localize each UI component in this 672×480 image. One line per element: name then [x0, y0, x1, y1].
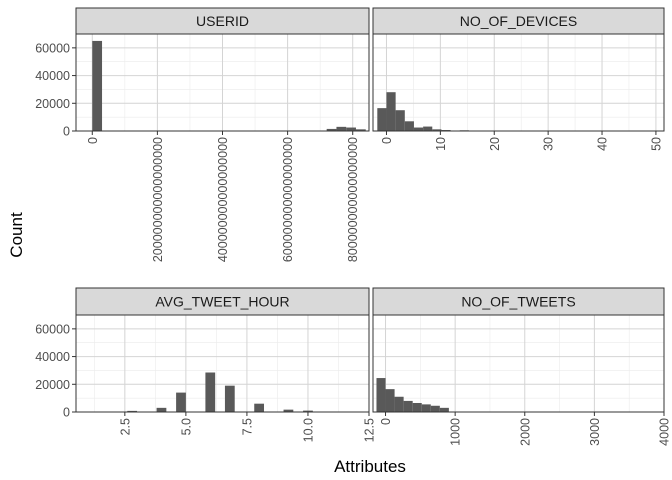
facet-strip [75, 287, 370, 316]
y-tick-label: 20000 [35, 378, 70, 392]
facet-strip-label: NO_OF_DEVICES [460, 13, 577, 29]
x-tick-label: 0 [86, 137, 100, 144]
x-tick-label: 800000000000000000 [346, 137, 360, 262]
histogram-bar [394, 396, 404, 412]
x-tick-label: 2000 [518, 418, 532, 446]
panel-border [372, 33, 665, 132]
histogram-bar [413, 127, 424, 131]
histogram-bar [432, 129, 442, 131]
facet-strip [372, 7, 665, 35]
x-tick-label: 20 [488, 137, 502, 151]
panel-border [75, 314, 370, 413]
histogram-bar [404, 121, 414, 131]
histogram-bar [412, 402, 422, 412]
histogram-bar [205, 372, 216, 412]
histogram-bar [386, 92, 396, 131]
histogram-bar [423, 126, 433, 131]
x-tick-label: 2.5 [118, 418, 132, 435]
histogram-bar [376, 378, 386, 412]
facet-panel: AVG_TWEET_HOUR 2.5 5.0 7.5 10.0 12.5 0 20000 400… [35, 287, 377, 442]
x-axis-title: Attributes [334, 457, 406, 476]
y-tick-label: 60000 [35, 41, 70, 55]
x-tick-label: 10 [434, 137, 448, 151]
histogram-bar [377, 108, 387, 131]
histogram-bar [403, 400, 413, 412]
histogram-bar [283, 409, 294, 412]
x-tick-label: 4000 [658, 418, 672, 446]
x-tick-label: 3000 [588, 418, 602, 446]
histogram-bar [326, 128, 337, 131]
y-tick-label: 20000 [35, 97, 70, 111]
facet-strip [75, 7, 370, 35]
panel-border [372, 314, 665, 413]
y-axis-title: Count [7, 212, 26, 258]
histogram-bar [224, 385, 235, 412]
facet-strip-label: USERID [196, 13, 249, 29]
x-tick-label: 200000000000000000 [151, 137, 165, 262]
facet-panel: NO_OF_TWEETS 0 1000 2000 3000 4000 [372, 287, 672, 446]
facet-strip-label: AVG_TWEET_HOUR [155, 294, 289, 310]
x-tick-label: 7.5 [240, 418, 254, 435]
histogram-bar [346, 127, 356, 131]
y-tick-label: 40000 [35, 350, 70, 364]
histogram-bar [385, 389, 395, 412]
x-tick-label: 1000 [449, 418, 463, 446]
histogram-bar [395, 110, 405, 131]
histogram-bar [254, 403, 265, 412]
panel-background [373, 315, 664, 412]
facet-panel: USERID 0 200000000000000000 400000000000000… [35, 7, 370, 262]
panel-background [76, 315, 369, 412]
x-tick-label: 0 [380, 137, 394, 144]
facet-panel: NO_OF_DEVICES 0 10 20 30 40 50 [372, 7, 665, 151]
y-tick-label: 40000 [35, 69, 70, 83]
facet-strip-label: NO_OF_TWEETS [461, 294, 575, 310]
x-tick-label: 30 [542, 137, 556, 151]
x-tick-label: 40 [596, 137, 610, 151]
x-tick-label: 12.5 [363, 418, 377, 442]
histogram-bar [92, 40, 103, 131]
panel-background [373, 34, 664, 131]
histogram-bar [127, 410, 138, 412]
y-tick-label: 60000 [35, 322, 70, 336]
histogram-bar [439, 407, 449, 412]
facet-strip [372, 287, 665, 316]
histogram-bar [336, 126, 347, 131]
y-tick-label: 0 [63, 406, 70, 420]
histogram-bar [156, 407, 167, 412]
x-tick-label: 10.0 [301, 418, 315, 442]
x-tick-label: 5.0 [179, 418, 193, 435]
y-tick-label: 0 [63, 125, 70, 139]
histogram-bar [355, 129, 366, 131]
histogram-bar [430, 405, 440, 412]
histogram-bar [421, 404, 431, 412]
histogram-bar [303, 410, 313, 412]
x-tick-label: 0 [379, 418, 393, 425]
x-tick-label: 600000000000000000 [281, 137, 295, 262]
x-tick-label: 400000000000000000 [216, 137, 230, 262]
histogram-bar [176, 392, 186, 412]
x-tick-label: 50 [649, 137, 663, 151]
